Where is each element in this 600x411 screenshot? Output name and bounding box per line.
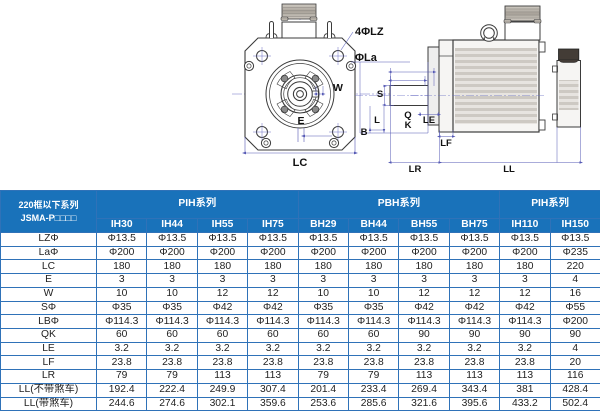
svg-text:W: W [333, 82, 343, 94]
svg-text:L: L [374, 115, 380, 126]
svg-text:E: E [297, 115, 304, 127]
svg-text:S: S [377, 89, 383, 100]
svg-text:B: B [361, 127, 368, 138]
svg-text:LL: LL [503, 164, 515, 175]
svg-text:K: K [405, 120, 412, 131]
svg-text:LC: LC [293, 157, 308, 169]
svg-text:LE: LE [423, 115, 435, 126]
svg-text:LF: LF [440, 138, 452, 149]
svg-text:4ΦLZ: 4ΦLZ [355, 26, 384, 38]
svg-text:LR: LR [409, 164, 422, 175]
